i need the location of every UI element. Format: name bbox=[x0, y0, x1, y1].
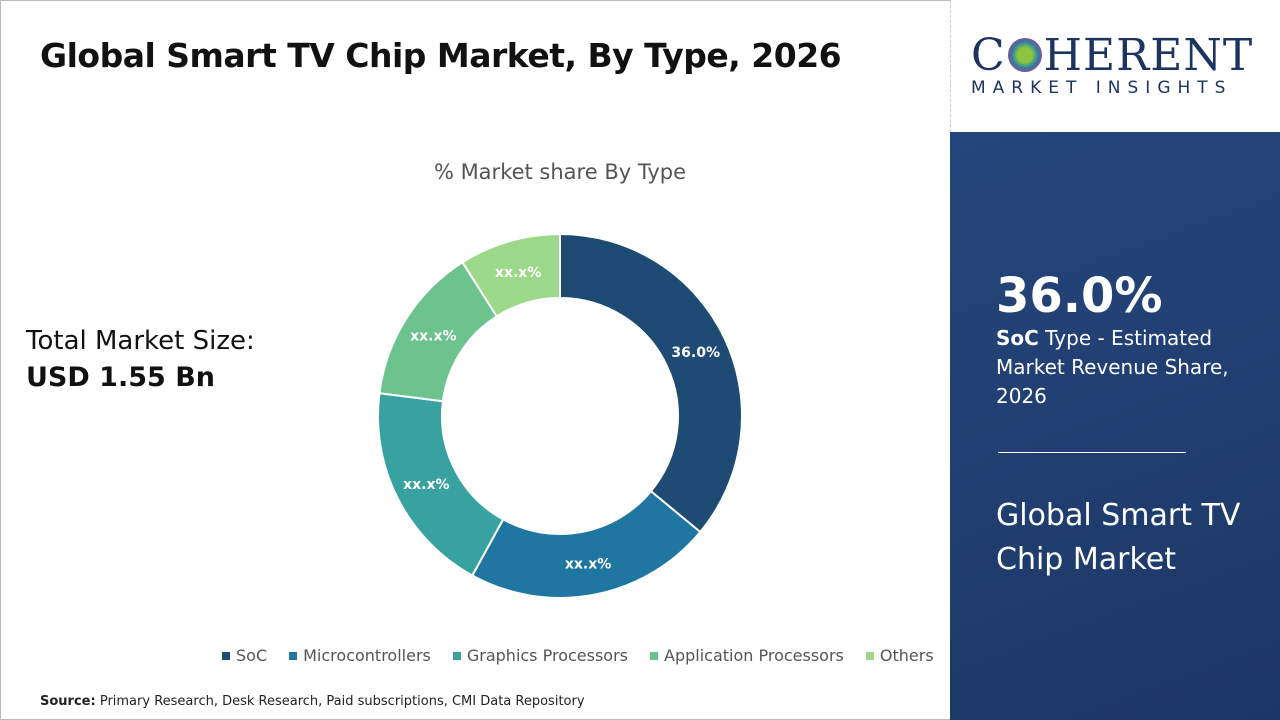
highlight-panel: 36.0% SoC Type - Estimated Market Revenu… bbox=[950, 132, 1280, 720]
data-label: xx.x% bbox=[410, 329, 456, 345]
data-label: xx.x% bbox=[403, 477, 449, 493]
legend-label: Microcontrollers bbox=[303, 646, 431, 665]
legend-item: Application Processors bbox=[650, 646, 844, 665]
source-text: Primary Research, Desk Research, Paid su… bbox=[99, 694, 585, 709]
chart-legend: SoC Microcontrollers Graphics Processors Ap… bbox=[222, 646, 934, 665]
data-label: 36.0% bbox=[671, 345, 720, 361]
data-label: xx.x% bbox=[495, 265, 541, 281]
source-note: Source: Primary Research, Desk Research,… bbox=[40, 694, 585, 709]
company-logo: C HERENT MARKET INSIGHTS bbox=[950, 0, 1280, 132]
legend-label: SoC bbox=[236, 646, 268, 665]
logo-tagline: MARKET INSIGHTS bbox=[971, 78, 1233, 98]
total-market-value: USD 1.55 Bn bbox=[26, 362, 215, 393]
donut-slice-microcontrollers bbox=[470, 489, 702, 599]
legend-item: SoC bbox=[222, 646, 267, 665]
logo-name: C HERENT bbox=[971, 30, 1254, 81]
legend-swatch bbox=[865, 651, 874, 660]
donut-slice-soc bbox=[559, 232, 743, 534]
legend-item: Microcontrollers bbox=[289, 646, 431, 665]
highlight-segment: SoC bbox=[996, 326, 1039, 350]
donut-slice-others bbox=[461, 232, 561, 318]
legend-swatch bbox=[452, 651, 461, 660]
legend-item: Graphics Processors bbox=[452, 646, 628, 665]
legend-swatch bbox=[289, 651, 298, 660]
legend-swatch bbox=[650, 651, 658, 660]
chart-title: % Market share By Type bbox=[433, 160, 687, 184]
highlight-description: SoC Type - Estimated Market Revenue Shar… bbox=[996, 324, 1256, 411]
legend-label: Others bbox=[879, 646, 934, 665]
donut-chart: 36.0% xx.x% xx.x% xx.x% xx.x% bbox=[377, 232, 743, 599]
highlight-percent: 36.0% bbox=[996, 268, 1163, 324]
divider bbox=[998, 452, 1186, 453]
legend-label: Application Processors bbox=[664, 646, 844, 665]
data-label: xx.x% bbox=[565, 556, 611, 572]
total-market-label: Total Market Size: bbox=[26, 326, 255, 356]
legend-swatch bbox=[222, 651, 230, 660]
globe-icon bbox=[1007, 38, 1042, 72]
source-label: Source: bbox=[40, 694, 96, 709]
market-name: Global Smart TV Chip Market bbox=[996, 498, 1241, 577]
highlight-text: Type - Estimated Market Revenue Share, 2… bbox=[996, 326, 1229, 408]
total-market-size: Total Market Size: USD 1.55 Bn bbox=[26, 326, 255, 393]
legend-label: Graphics Processors bbox=[466, 646, 628, 665]
legend-item: Others bbox=[865, 646, 934, 665]
page-title: Global Smart TV Chip Market, By Type, 20… bbox=[40, 36, 842, 75]
